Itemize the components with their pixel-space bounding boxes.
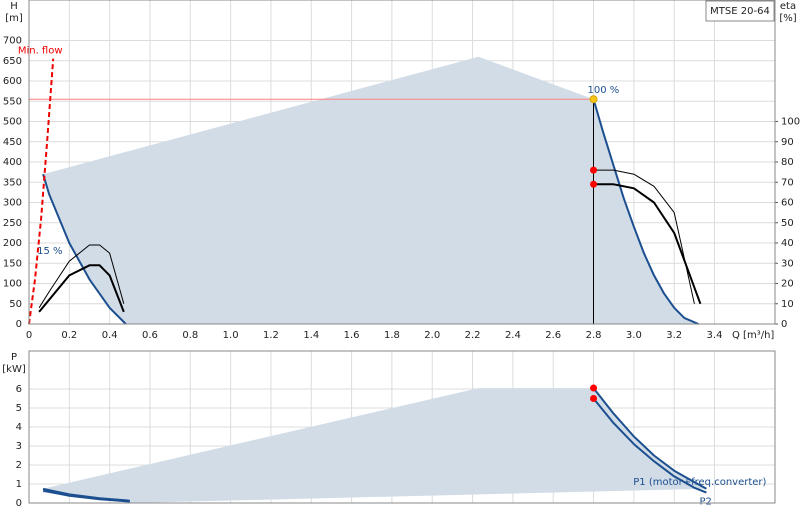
y2-tick-label: 90 xyxy=(781,137,794,148)
x-tick-label: 0.6 xyxy=(142,330,158,341)
y-tick-label: 0 xyxy=(16,319,22,330)
y2-tick-label: 0 xyxy=(781,319,787,330)
y-tick-label: 2 xyxy=(16,460,22,471)
y2-tick-label: 100 xyxy=(781,117,800,128)
x-tick-label: 3.2 xyxy=(666,330,682,341)
y2-tick-label: 80 xyxy=(781,157,794,168)
y-tick-label: 50 xyxy=(9,299,22,310)
x-tick-label: 2.6 xyxy=(545,330,561,341)
y2-axis-label: eta xyxy=(780,1,796,12)
x-tick-label: 2.4 xyxy=(505,330,521,341)
curve-label: 100 % xyxy=(588,85,620,96)
curve xyxy=(42,173,127,325)
y-tick-label: 550 xyxy=(3,96,22,107)
curve xyxy=(28,58,55,325)
y2-tick-label: 40 xyxy=(781,238,794,249)
y-tick-label: 4 xyxy=(16,422,22,433)
y-axis-label: [m] xyxy=(5,13,23,24)
plot-frame xyxy=(28,0,776,325)
y2-tick-label: 50 xyxy=(781,218,794,229)
y-tick-label: 5 xyxy=(16,403,22,414)
y-tick-label: 300 xyxy=(3,198,22,209)
duty-point xyxy=(590,384,598,392)
y-tick-label: 450 xyxy=(3,137,22,148)
x-tick-label: 0.8 xyxy=(182,330,198,341)
x-tick-label: 1.8 xyxy=(384,330,400,341)
curve xyxy=(38,244,125,309)
curve xyxy=(592,98,699,325)
plot-frame xyxy=(28,350,776,504)
y-axis-label: [kW] xyxy=(2,364,26,375)
x-tick-label: 3.4 xyxy=(707,330,723,341)
x-axis-label: Q [m³/h] xyxy=(732,330,774,341)
curve xyxy=(593,169,695,304)
duty-point xyxy=(590,166,598,174)
y-tick-label: 0 xyxy=(16,498,22,509)
y2-axis-label: [%] xyxy=(779,13,796,24)
y-tick-label: 600 xyxy=(3,76,22,87)
x-tick-label: 0.4 xyxy=(102,330,118,341)
y2-tick-label: 60 xyxy=(781,198,794,209)
y-axis-label: H xyxy=(10,1,18,12)
curve xyxy=(592,387,707,490)
y-tick-label: 100 xyxy=(3,279,22,290)
y2-tick-label: 20 xyxy=(781,279,794,290)
x-tick-label: 3.0 xyxy=(626,330,642,341)
y-tick-label: 200 xyxy=(3,238,22,249)
y-tick-label: 500 xyxy=(3,117,22,128)
y-tick-label: 350 xyxy=(3,177,22,188)
curve-label: P2 xyxy=(699,497,711,508)
chart-title: MTSE 20-64 xyxy=(710,6,770,17)
y2-tick-label: 70 xyxy=(781,177,794,188)
y-tick-label: 6 xyxy=(16,384,22,395)
y-tick-label: 3 xyxy=(16,441,22,452)
curve xyxy=(42,489,130,503)
y-tick-label: 1 xyxy=(16,479,22,490)
y-tick-label: 400 xyxy=(3,157,22,168)
x-tick-label: 0 xyxy=(26,330,32,341)
curve-label: 15 % xyxy=(37,246,62,257)
y-tick-label: 250 xyxy=(3,218,22,229)
curve xyxy=(592,397,707,494)
y-axis-label: P xyxy=(11,352,17,363)
duty-point xyxy=(590,395,598,402)
curve-label: Min. flow xyxy=(18,46,63,57)
operating-area xyxy=(43,56,699,324)
x-tick-label: 2.8 xyxy=(586,330,602,341)
y2-tick-label: 30 xyxy=(781,258,794,269)
x-tick-label: 2.2 xyxy=(465,330,481,341)
curve xyxy=(593,183,702,305)
y-tick-label: 150 xyxy=(3,258,22,269)
x-tick-label: 2.0 xyxy=(424,330,440,341)
operating-area xyxy=(43,388,707,503)
y-tick-label: 650 xyxy=(3,56,22,67)
curve xyxy=(38,264,125,313)
curve-label: P1 (motor+freq.converter) xyxy=(633,477,766,488)
x-tick-label: 1.0 xyxy=(223,330,239,341)
x-tick-label: 1.6 xyxy=(344,330,360,341)
x-tick-label: 1.2 xyxy=(263,330,279,341)
y2-tick-label: 10 xyxy=(781,299,794,310)
title-box xyxy=(705,0,775,22)
duty-point xyxy=(589,95,598,104)
x-tick-label: 1.4 xyxy=(303,330,319,341)
plot: 0 1 2 3 4 5 6 P1 (motor+freq.converter) P2 P[kW] xyxy=(2,350,776,509)
x-tick-label: 0.2 xyxy=(61,330,77,341)
y-tick-label: 700 xyxy=(3,36,22,47)
plot: 0 0.2 0.4 0.6 0.8 1.0 1.2 1.4 1.6 1.8 2.0 2.2 2.4 2.6… xyxy=(3,0,800,341)
duty-point xyxy=(590,180,598,188)
